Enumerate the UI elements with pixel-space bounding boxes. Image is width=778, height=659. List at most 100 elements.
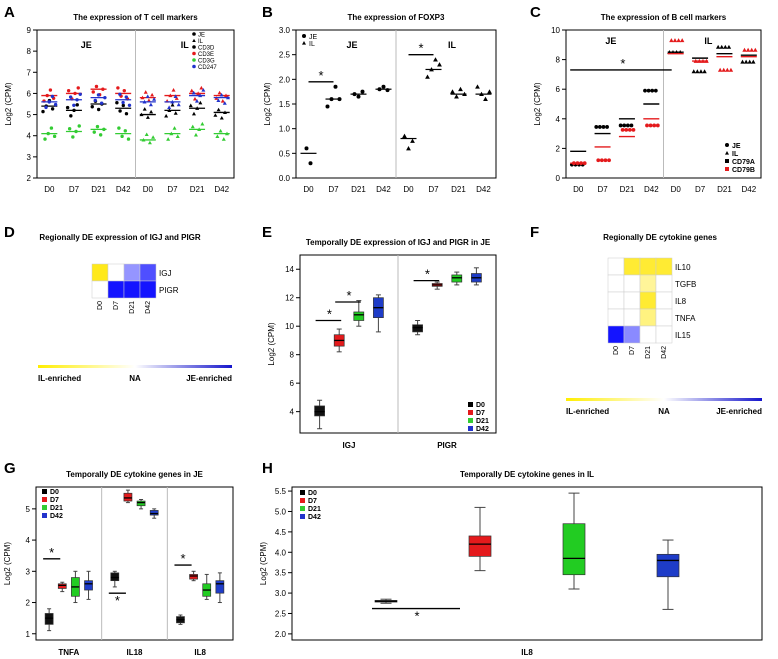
heatmap-cell (655, 325, 673, 344)
data-point (188, 103, 193, 108)
row-label: TNFA (675, 314, 696, 323)
data-point (71, 135, 75, 139)
data-point (222, 101, 227, 105)
y-tick-label: 5.5 (275, 487, 287, 496)
column-label: D0 (613, 346, 620, 355)
data-point (360, 89, 365, 94)
y-tick-label: 9 (27, 26, 32, 35)
significance-star: * (425, 267, 430, 282)
chart-title: Temporally DE expression of IGJ and PIGR… (306, 238, 491, 247)
box (123, 492, 133, 502)
data-point (700, 58, 706, 63)
x-tick-label: D0 (671, 185, 682, 194)
chart-title: Temporally DE cytokine genes in JE (66, 470, 203, 479)
heatmap-cell (655, 274, 673, 293)
data-point (46, 131, 50, 136)
plot-frame (291, 486, 763, 641)
data-point (693, 58, 698, 63)
data-point (217, 90, 222, 95)
heatmap-cell (655, 308, 673, 327)
data-point (220, 99, 225, 103)
column-label: D0 (97, 301, 104, 310)
data-point (198, 93, 203, 98)
group-label: IL (448, 40, 457, 50)
data-point (458, 86, 463, 92)
legend-marker (468, 426, 473, 431)
y-tick-label: 5 (27, 111, 32, 120)
data-point (601, 125, 606, 129)
y-tick-label: 7 (27, 68, 32, 77)
y-axis-label: Log2 (CPM) (4, 82, 13, 125)
data-point (698, 69, 704, 74)
data-point (91, 90, 95, 94)
data-point (676, 38, 681, 43)
heatmap-cell (607, 291, 625, 310)
y-tick-label: 3.0 (279, 26, 291, 35)
data-point (120, 134, 124, 139)
legend-label: CD247 (198, 65, 217, 71)
heatmap-cell (91, 280, 109, 299)
column-label: D7 (113, 301, 120, 310)
panel-label: D (4, 224, 15, 241)
legend-label: CD3E (198, 52, 214, 58)
legend-marker (42, 489, 47, 494)
y-tick-label: 1.0 (279, 125, 291, 134)
data-point (78, 92, 82, 96)
heatmap-cell (623, 257, 641, 276)
y-tick-label: 2 (556, 144, 561, 153)
y-tick-label: 10 (285, 322, 294, 331)
data-point (725, 67, 730, 72)
legend-label: D42 (50, 513, 63, 520)
data-point (75, 98, 79, 102)
row-label: IL10 (675, 263, 691, 272)
data-point (92, 130, 96, 134)
x-tick-label: D0 (303, 185, 314, 194)
legend-label: CD79A (732, 159, 755, 166)
heatmap-cell (607, 325, 625, 344)
legend-marker (300, 506, 305, 511)
data-point (410, 138, 415, 143)
y-tick-label: 2.5 (275, 609, 287, 618)
row-label: IL8 (675, 297, 687, 306)
data-point (77, 124, 81, 128)
data-point (149, 109, 154, 114)
data-point (192, 96, 197, 101)
box (656, 553, 680, 578)
y-tick-label: 0.5 (279, 149, 291, 158)
data-point (96, 93, 101, 97)
heatmap-cell (655, 291, 673, 310)
data-point (219, 115, 224, 120)
data-point (745, 47, 751, 52)
heatmap-cell (607, 257, 625, 276)
x-tick-label: D21 (717, 185, 732, 194)
data-point (117, 126, 121, 130)
data-point (142, 107, 147, 111)
data-point (45, 93, 49, 98)
data-point (95, 124, 100, 129)
data-point (221, 137, 226, 141)
data-point (575, 161, 580, 166)
data-point (669, 38, 674, 43)
group-label: IL (181, 40, 190, 50)
data-point (101, 87, 105, 91)
y-tick-label: 8 (556, 56, 561, 65)
x-tick-label: D42 (741, 185, 756, 194)
box (353, 311, 365, 321)
column-label: D21 (645, 346, 652, 359)
column-label: D42 (661, 346, 668, 359)
data-point (643, 88, 647, 93)
legend-marker (192, 38, 196, 42)
data-point (751, 59, 756, 64)
box (136, 500, 146, 507)
legend-label: JE (198, 33, 205, 39)
data-point (174, 96, 179, 100)
data-point (121, 100, 125, 105)
x-tick-label: D7 (428, 185, 439, 194)
data-point (625, 123, 630, 128)
row-label: TGFB (675, 280, 696, 289)
legend-label: D21 (308, 506, 321, 513)
data-point (223, 93, 228, 98)
heatmap-cell (139, 263, 157, 282)
data-point (652, 123, 657, 128)
